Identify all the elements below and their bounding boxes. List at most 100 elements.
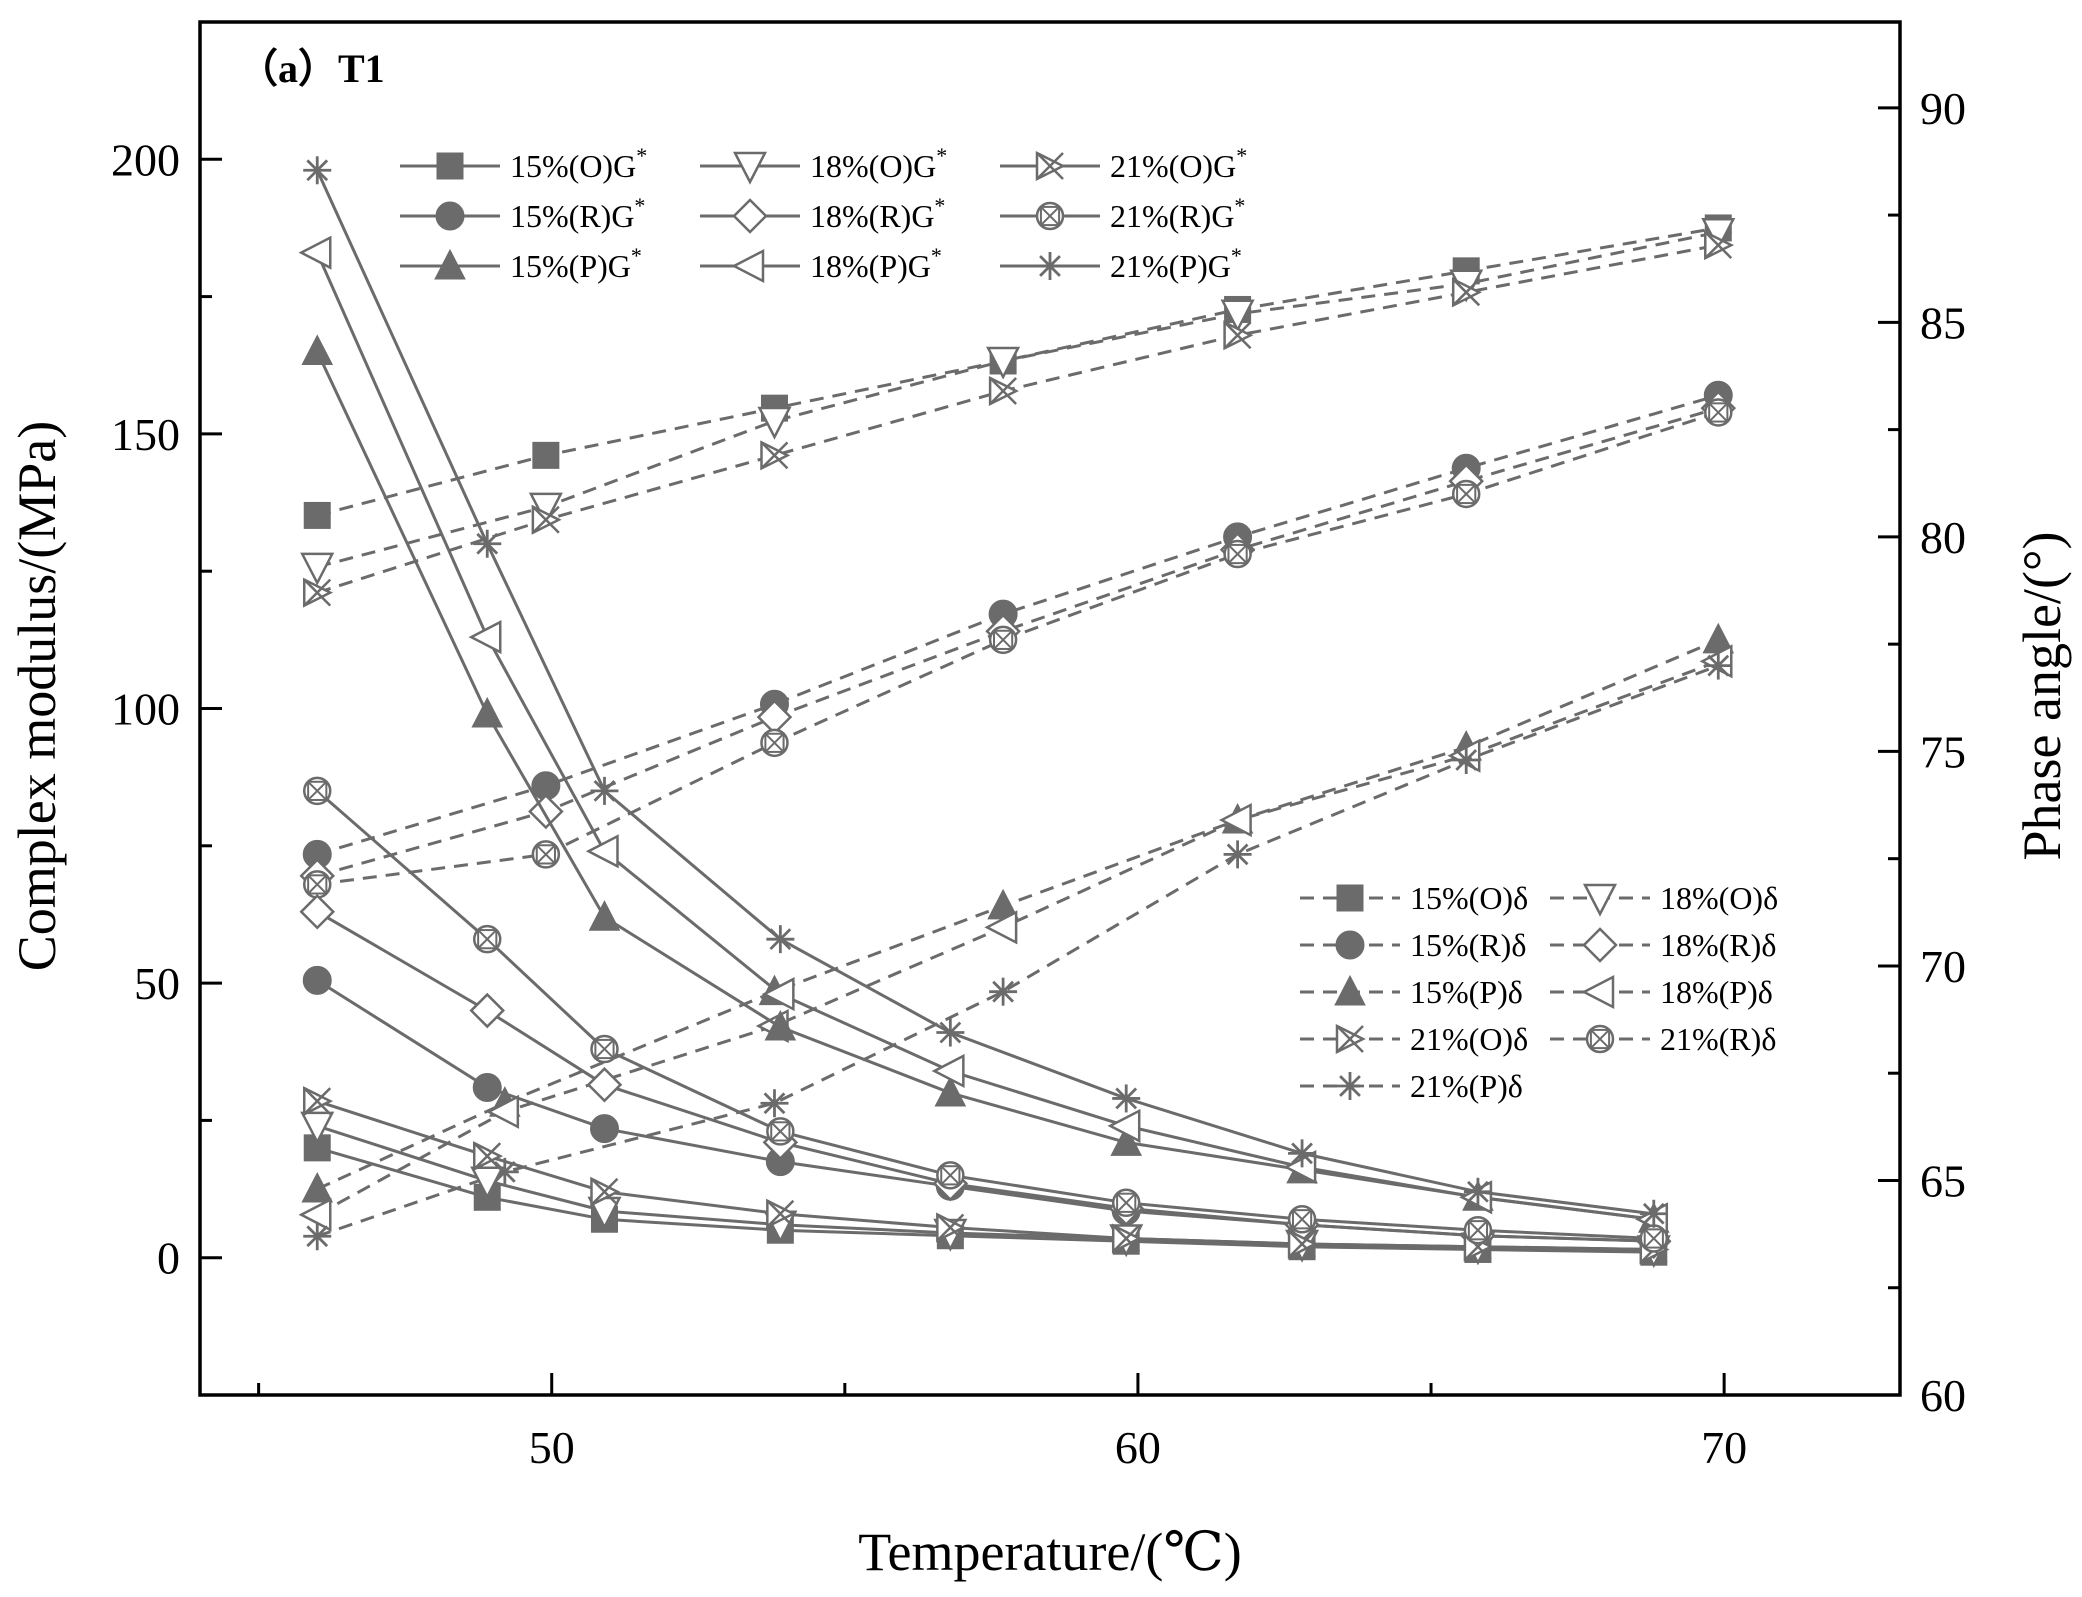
- legend-label: 21%(P)δ: [1410, 1068, 1523, 1104]
- marker-crossed-square: [1456, 483, 1477, 505]
- marker-star-stroke: [939, 1021, 962, 1044]
- phase-data-point: [303, 1222, 332, 1251]
- phase-data-point: [988, 375, 1019, 407]
- legend-entry-phase: 18%(P)δ: [1550, 974, 1773, 1010]
- legend-entry-modulus: 18%(P)G*: [700, 243, 942, 284]
- legend-entry-phase: 21%(O)δ: [1300, 1021, 1528, 1057]
- marker-star-stroke: [306, 159, 329, 182]
- legend-label: 18%(O)G*: [810, 143, 947, 184]
- legend-marker: [1582, 883, 1618, 917]
- marker-x-stroke: [1036, 152, 1064, 180]
- legend-marker: [1336, 1072, 1364, 1100]
- modulus-data-point: [1110, 1125, 1143, 1156]
- phase-data-point: [760, 728, 789, 758]
- marker-x-stroke: [303, 1087, 332, 1116]
- phase-series: [298, 644, 1733, 1232]
- marker-star-stroke: [992, 980, 1014, 1003]
- modulus-data-point: [1639, 1224, 1669, 1253]
- marker-diamond: [528, 793, 564, 830]
- marker-crossed-square: [1291, 1209, 1313, 1230]
- phase-data-point: [1452, 745, 1481, 774]
- marker-triangle-down: [300, 1111, 335, 1145]
- modulus-data-point: [302, 776, 332, 806]
- marker-crossed-square: [307, 780, 328, 801]
- marker-x-stroke: [1336, 1025, 1364, 1053]
- phase-data-point: [1704, 398, 1733, 427]
- marker-triangle-down: [300, 552, 335, 586]
- marker-diamond: [732, 198, 768, 234]
- modulus-data-point: [472, 924, 502, 954]
- marker-triangle: [764, 1009, 797, 1041]
- marker-cross-stroke: [993, 630, 1013, 650]
- marker-cross-stroke: [940, 1165, 961, 1186]
- phase-series-line: [316, 243, 1719, 595]
- marker-circle: [302, 965, 332, 995]
- marker-star-stroke: [476, 532, 499, 555]
- legend-marker: [1335, 1023, 1366, 1055]
- modulus-data-point: [301, 334, 334, 366]
- modulus-data-point: [303, 156, 332, 185]
- y-right-axis-title: Phase angle/(°): [2012, 532, 2072, 861]
- phase-data-point: [532, 441, 560, 469]
- phase-data-point: [1451, 277, 1483, 308]
- modulus-data-point: [473, 529, 502, 558]
- modulus-data-point: [766, 1198, 797, 1229]
- phase-data-point: [1220, 299, 1255, 333]
- modulus-data-point: [1107, 1108, 1141, 1143]
- marker-triangle: [934, 1075, 967, 1107]
- legend-entry-phase: 15%(R)δ: [1300, 927, 1526, 963]
- marker-triangle: [434, 248, 466, 280]
- marker-circle: [1335, 930, 1365, 960]
- axes: 50 60 70 0 50 100 150 200 60 65 70 75 80 85 90: [111, 20, 1966, 1473]
- marker-star-stroke: [1455, 749, 1478, 771]
- marker-triangle-down: [1582, 883, 1618, 917]
- modulus-data-point: [1111, 1223, 1143, 1254]
- modulus-data-point: [764, 1009, 797, 1041]
- modulus-data-point: [302, 965, 332, 995]
- legend-layer: 15%(O)G* 15%(R)G* 15%(P)G* 18%(O)G* 18%(R)G*…: [400, 143, 1778, 1104]
- marker-cross-stroke: [770, 1121, 791, 1142]
- y-left-tick-label: 100: [111, 684, 180, 735]
- phase-data-point: [1704, 651, 1733, 680]
- modulus-data-point: [766, 1117, 795, 1146]
- phase-series-line: [316, 406, 1719, 878]
- modulus-data-point: [1111, 1188, 1141, 1218]
- phase-data-point: [302, 577, 334, 608]
- legend-label-superscript: *: [631, 243, 642, 268]
- marker-crossed-square: [1227, 543, 1248, 565]
- phase-data-point: [301, 1171, 334, 1203]
- legend-label-superscript: *: [634, 193, 645, 218]
- modulus-series: [302, 776, 1669, 1253]
- legend-marker: [731, 248, 765, 284]
- marker-diamond: [299, 893, 336, 930]
- modulus-data-point: [761, 977, 795, 1012]
- modulus-data-point: [931, 1053, 965, 1089]
- marker-cross-stroke: [1708, 402, 1729, 423]
- phase-data-point: [486, 1094, 520, 1129]
- marker-crossed-square: [993, 629, 1014, 650]
- marker-triangle-left: [298, 1197, 332, 1232]
- y-right-tick-label: 80: [1920, 512, 1966, 563]
- modulus-data-point: [1287, 1228, 1318, 1259]
- legend-label: 21%(O)G*: [1110, 143, 1247, 184]
- legend-label: 15%(P)δ: [1410, 974, 1523, 1010]
- modulus-data-point: [590, 1034, 619, 1064]
- legend-entry-phase: 21%(R)δ: [1550, 1021, 1776, 1057]
- phase-series-line: [317, 410, 1719, 886]
- y-right-tick-label: 85: [1920, 297, 1966, 348]
- modulus-data-point: [585, 834, 619, 869]
- modulus-data-point: [1463, 1177, 1492, 1206]
- legend-marker: [436, 152, 464, 180]
- legend-entry-modulus: 15%(O)G*: [400, 143, 647, 184]
- marker-x-stroke: [1223, 321, 1252, 350]
- phase-data-point: [300, 552, 335, 586]
- modulus-series-line: [316, 1146, 1654, 1254]
- modulus-series: [302, 1086, 1670, 1265]
- marker-crossed-square: [535, 844, 556, 865]
- marker-cross-stroke: [1456, 484, 1477, 504]
- legend-label: 21%(R)G*: [1110, 193, 1245, 234]
- legend-entry-modulus: 18%(R)G*: [700, 193, 945, 234]
- marker-star-stroke: [306, 1225, 329, 1248]
- legend-label: 18%(P)δ: [1660, 974, 1773, 1010]
- marker-cross-stroke: [764, 733, 785, 753]
